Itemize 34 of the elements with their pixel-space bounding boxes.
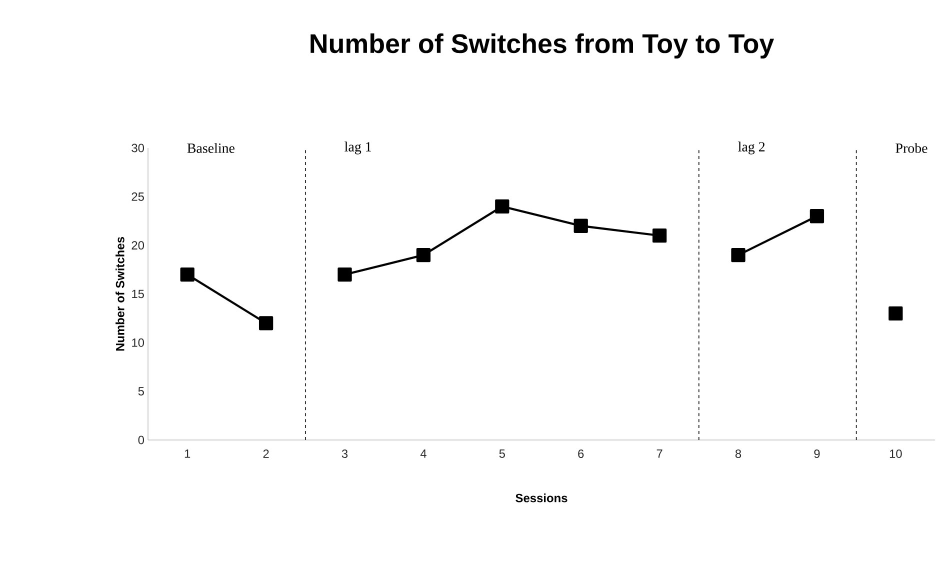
annotation: lag 2 bbox=[738, 142, 765, 154]
x-tick-label: 7 bbox=[656, 450, 662, 458]
x-tick-label: 5 bbox=[499, 450, 505, 458]
point bbox=[416, 248, 431, 262]
x-axis-title: Sessions bbox=[516, 494, 568, 502]
y-tick-label: 10 bbox=[132, 338, 144, 347]
y-tick-label: 20 bbox=[132, 241, 144, 250]
point bbox=[180, 267, 194, 282]
point bbox=[888, 306, 903, 321]
x-tick-label: 9 bbox=[814, 450, 820, 458]
x-tick-label: 6 bbox=[578, 450, 584, 458]
point bbox=[258, 316, 274, 330]
annotation: lag 1 bbox=[344, 142, 371, 154]
point bbox=[652, 228, 667, 243]
y-tick-label: 30 bbox=[132, 144, 144, 152]
y-tick-label: 5 bbox=[138, 387, 144, 396]
y-tick-label: 0 bbox=[138, 436, 144, 444]
x-tick-label: 3 bbox=[342, 450, 348, 458]
x-tick-label: 1 bbox=[184, 450, 190, 458]
y-tick-label: 15 bbox=[132, 290, 144, 298]
annotation: Probe bbox=[896, 143, 928, 153]
chart-title: Number of Switches from Toy to Toy bbox=[310, 33, 774, 58]
point bbox=[574, 218, 588, 233]
y-axis-title: Number of Switches bbox=[116, 237, 124, 351]
y-tick-label: 25 bbox=[132, 192, 144, 201]
point bbox=[495, 199, 510, 214]
annotation: Baseline bbox=[187, 143, 234, 153]
x-tick-label: 2 bbox=[263, 450, 269, 458]
x-tick-label: 4 bbox=[420, 450, 426, 458]
x-tick-label: 8 bbox=[735, 450, 742, 458]
point bbox=[338, 267, 352, 282]
x-tick-label: 10 bbox=[890, 450, 902, 458]
point bbox=[731, 248, 746, 262]
point bbox=[810, 209, 824, 224]
